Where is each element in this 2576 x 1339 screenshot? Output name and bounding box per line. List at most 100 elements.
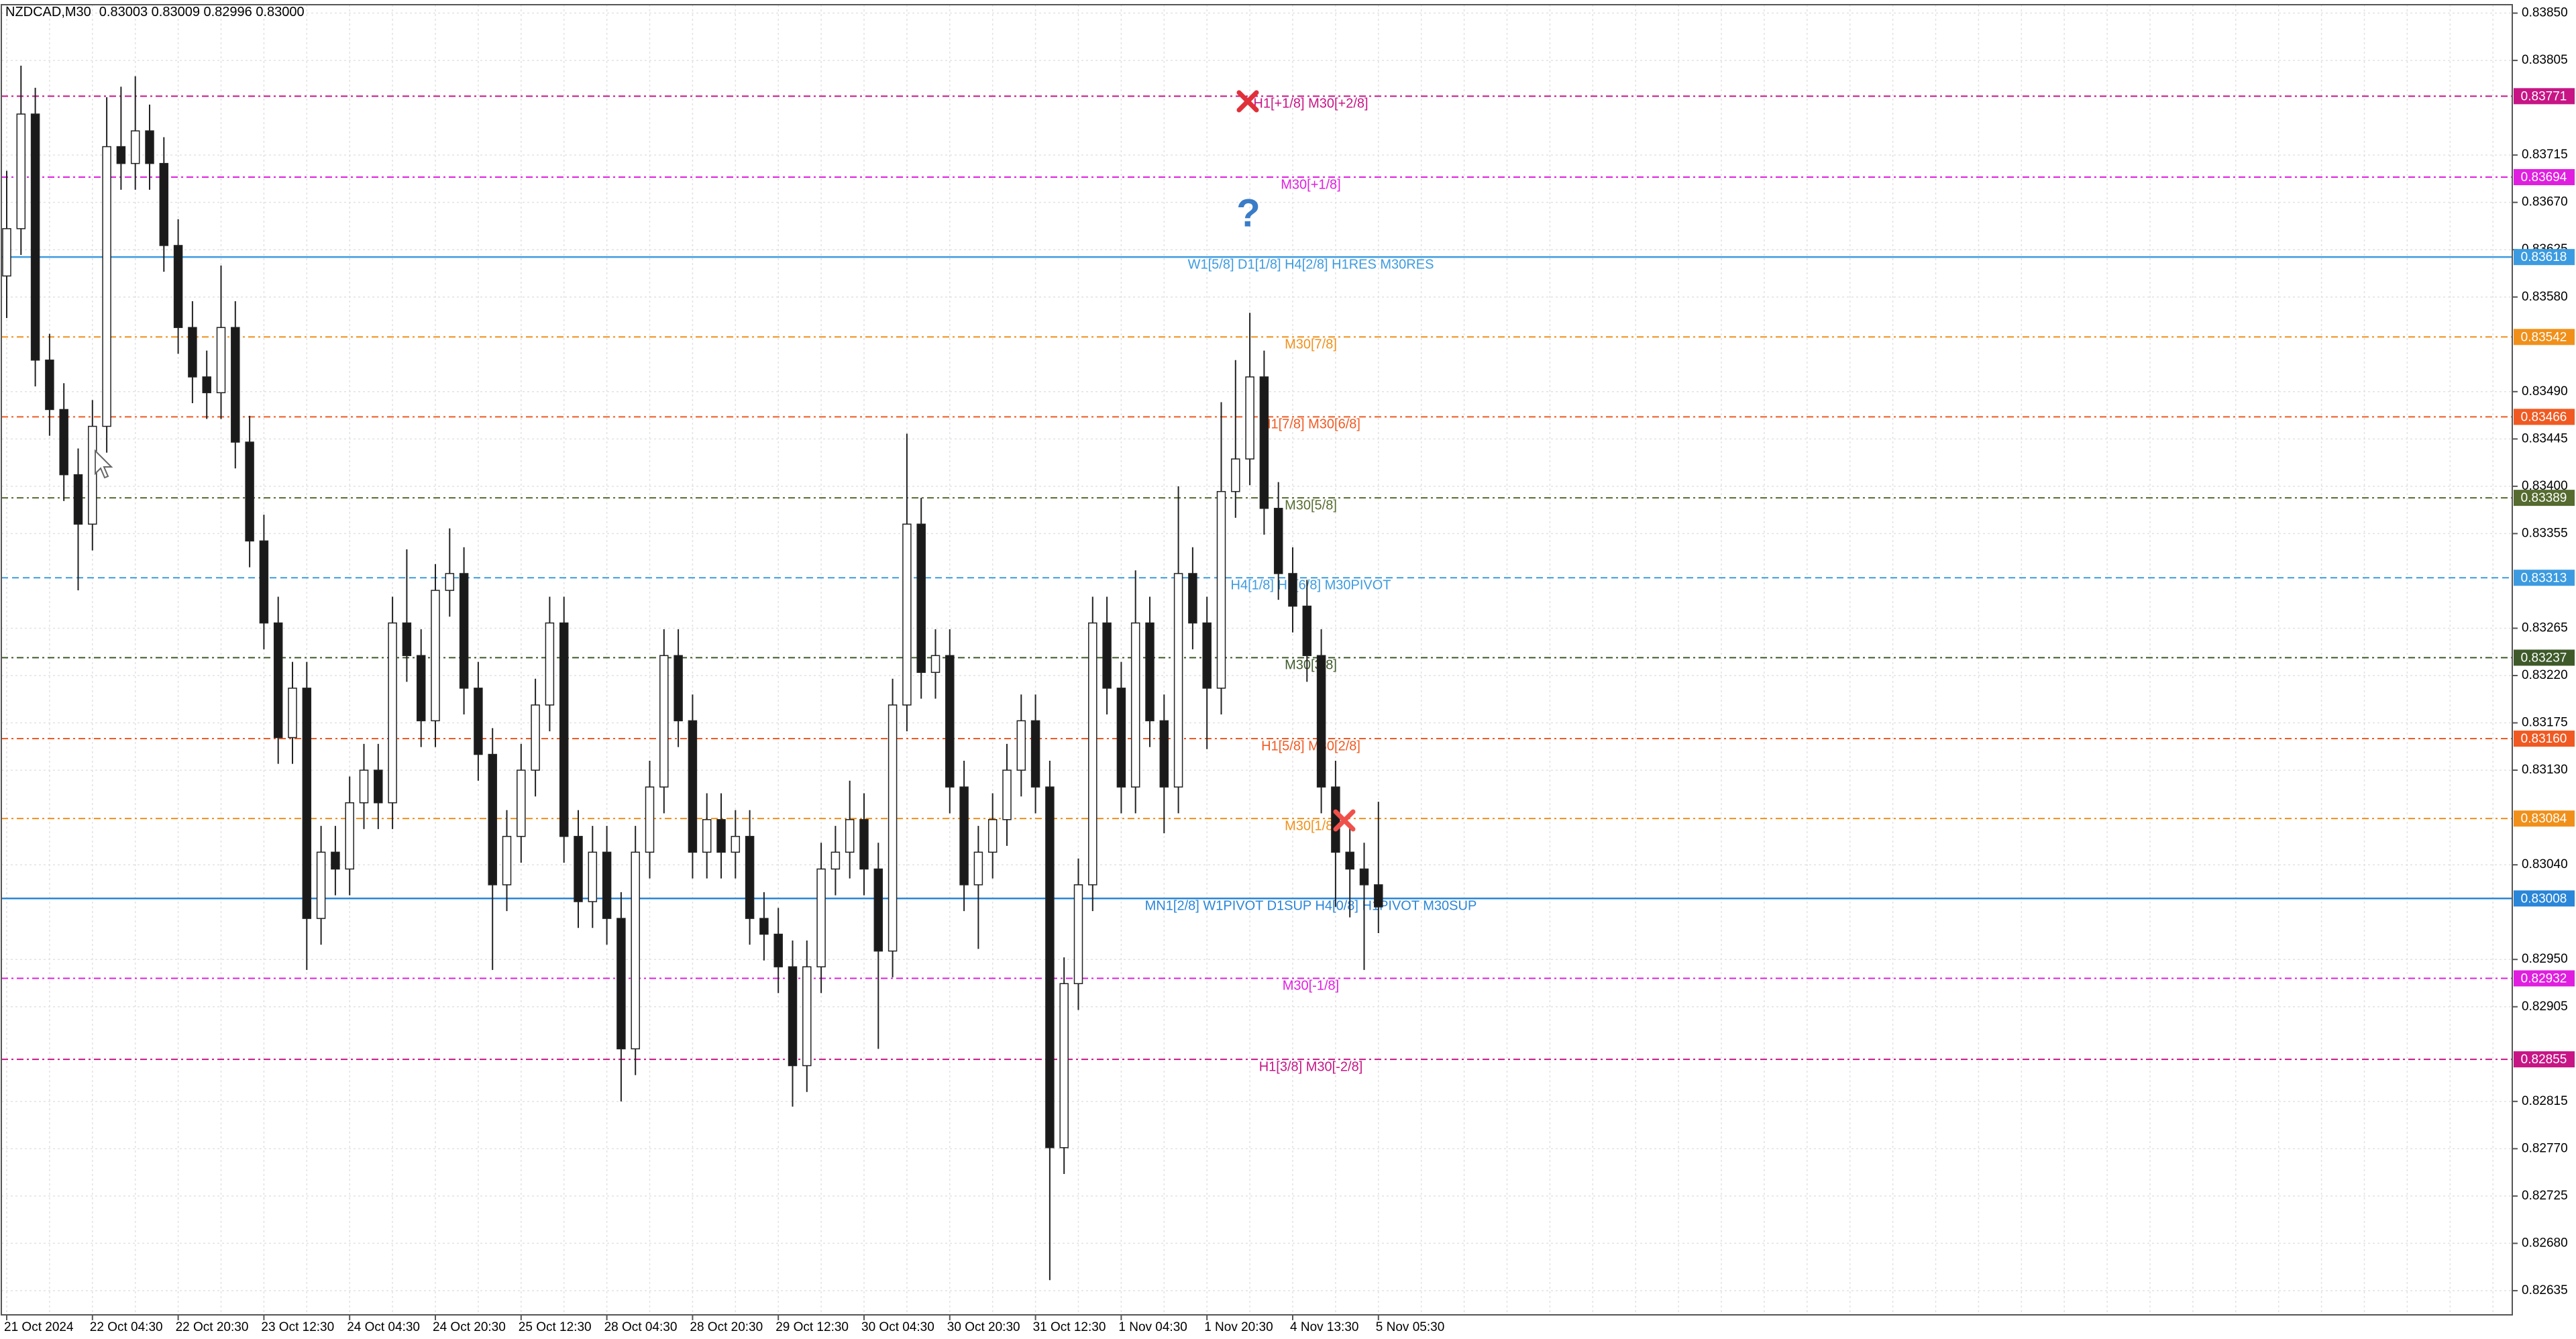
header: NZDCAD,M30 0.83003 0.83009 0.82996 0.8300… xyxy=(5,5,305,19)
level-price-box xyxy=(2514,490,2575,506)
candle-body xyxy=(345,802,354,870)
candle-body xyxy=(1045,786,1055,1148)
candle-body xyxy=(731,836,741,853)
level-price-box xyxy=(2514,169,2575,186)
candle-body xyxy=(474,688,483,755)
y-tick-label: 0.83040 xyxy=(2522,857,2568,871)
level-annotation: H4[1/8] H1[6/8] M30PIVOT xyxy=(1231,578,1391,593)
candle-body xyxy=(1016,720,1026,771)
cursor xyxy=(95,449,113,479)
y-tick-label: 0.83220 xyxy=(2522,668,2568,682)
candle-body xyxy=(188,327,197,378)
y-tick-label: 0.82950 xyxy=(2522,952,2568,966)
candle-body xyxy=(888,704,898,952)
candles xyxy=(2,65,1383,1281)
level-price-label: 0.83389 xyxy=(2521,491,2567,505)
level-annotation: M30[3/8] xyxy=(1285,658,1337,673)
grid xyxy=(1,5,2512,1315)
level-price-box xyxy=(2514,649,2575,666)
candle-body xyxy=(1202,622,1212,689)
x-tick-label: 1 Nov 04:30 xyxy=(1118,1320,1187,1334)
x-tick-label: 5 Nov 05:30 xyxy=(1376,1320,1444,1334)
level-price-box xyxy=(2514,1051,2575,1068)
candle-body xyxy=(1374,884,1383,908)
level-annotation: M30[7/8] xyxy=(1285,337,1337,352)
candle-body xyxy=(1002,769,1012,820)
y-tick-label: 0.82680 xyxy=(2522,1236,2568,1250)
candle-body xyxy=(759,918,769,935)
candle-body xyxy=(1273,508,1283,574)
candle-body xyxy=(845,818,855,853)
x-tick-label: 21 Oct 2024 xyxy=(4,1320,74,1334)
level-price-label: 0.83084 xyxy=(2521,812,2567,826)
candle-body xyxy=(416,655,426,722)
level-price-label: 0.83466 xyxy=(2521,410,2567,424)
candle-body xyxy=(559,622,569,837)
candle-body xyxy=(930,655,941,674)
level-annotation: M30[5/8] xyxy=(1285,498,1337,513)
level-price-box xyxy=(2514,249,2575,266)
y-tick-label: 0.83130 xyxy=(2522,763,2568,777)
candle-body xyxy=(616,918,626,1050)
candle-body xyxy=(602,851,612,919)
candle-body xyxy=(1188,573,1197,624)
level-price-label: 0.83160 xyxy=(2521,732,2567,746)
level-annotation: MN1[2/8] W1PIVOT D1SUP H4[0/8] H1PIVOT M… xyxy=(1145,899,1477,914)
x-tick-label: 31 Oct 12:30 xyxy=(1033,1320,1106,1334)
level-annotation: H1[7/8] M30[6/8] xyxy=(1261,417,1360,432)
y-tick-label: 0.83445 xyxy=(2522,431,2568,445)
candle-body xyxy=(545,622,555,706)
candle-body xyxy=(773,933,783,967)
y-tick-label: 0.83805 xyxy=(2522,53,2568,67)
candle-body xyxy=(517,769,526,837)
candle-body xyxy=(1159,720,1169,788)
level-annotation: H1[+1/8] M30[+2/8] xyxy=(1253,97,1368,111)
y-tick-label: 0.83490 xyxy=(2522,384,2568,398)
candle-body xyxy=(173,245,183,328)
level-annotation: H1[5/8] M30[2/8] xyxy=(1261,739,1360,753)
candle-body xyxy=(45,360,54,411)
candle-body xyxy=(531,704,540,771)
candle-body xyxy=(16,113,26,229)
candle-body xyxy=(145,130,154,164)
candle-body xyxy=(1231,458,1240,492)
y-tick-label: 0.83400 xyxy=(2522,479,2568,493)
y-tick-label: 0.82770 xyxy=(2522,1141,2568,1155)
y-tick-label: 0.82725 xyxy=(2522,1189,2568,1203)
candle-body xyxy=(431,590,440,722)
level-price-box xyxy=(2514,731,2575,747)
y-tick-label: 0.83715 xyxy=(2522,148,2568,162)
candle-body xyxy=(1259,376,1269,509)
quote: 0.83003 0.83009 0.82996 0.83000 xyxy=(99,5,305,19)
candle-body xyxy=(659,655,669,788)
x-tick-label: 23 Oct 12:30 xyxy=(261,1320,334,1334)
level-price-label: 0.83542 xyxy=(2521,330,2567,344)
candle-body xyxy=(374,769,383,804)
level-annotation: M30[+1/8] xyxy=(1281,177,1341,192)
level-annotation: W1[5/8] D1[1/8] H4[2/8] H1RES M30RES xyxy=(1188,257,1434,272)
candle-body xyxy=(1316,655,1326,788)
candle-body xyxy=(245,441,254,542)
candle-body xyxy=(959,786,969,886)
candle-body xyxy=(987,818,998,853)
x-tick-label: 30 Oct 20:30 xyxy=(947,1320,1020,1334)
x-tick-label: 30 Oct 04:30 xyxy=(861,1320,934,1334)
x-tick-label: 24 Oct 20:30 xyxy=(433,1320,506,1334)
symbol: NZDCAD,M30 xyxy=(5,5,91,19)
candle-body xyxy=(202,376,211,394)
level-price-box xyxy=(2514,970,2575,987)
candle-body xyxy=(588,851,598,902)
candle-body xyxy=(116,146,126,164)
candle-body xyxy=(716,818,726,853)
y-tick-label: 0.83265 xyxy=(2522,621,2568,635)
candle-body xyxy=(688,720,698,853)
candle-body xyxy=(1245,376,1254,460)
level-annotation: H1[3/8] M30[-2/8] xyxy=(1259,1059,1363,1074)
candle-body xyxy=(916,523,926,674)
candle-body xyxy=(631,851,640,1050)
candle-body xyxy=(445,573,455,591)
y-tick-label: 0.83850 xyxy=(2522,6,2568,20)
candle-body xyxy=(1216,490,1226,689)
